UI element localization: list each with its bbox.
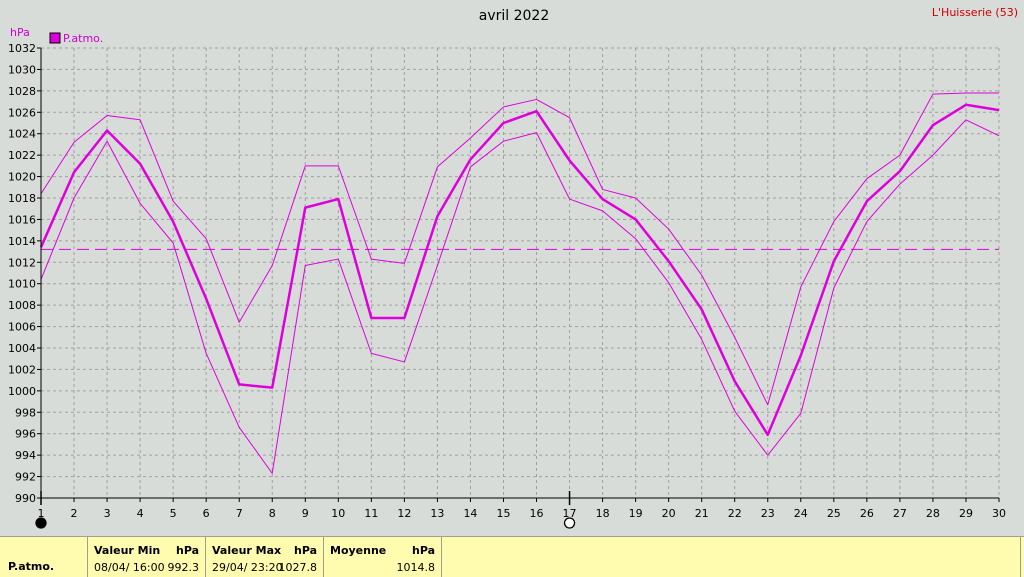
- y-tick-label: 1032: [8, 42, 36, 55]
- y-tick-label: 992: [15, 471, 36, 484]
- avg-unit: hPa: [412, 544, 436, 557]
- y-tick-label: 998: [15, 406, 36, 419]
- y-tick-label: 1024: [8, 128, 36, 141]
- y-tick-label: 1020: [8, 171, 36, 184]
- y-tick-label: 1026: [8, 106, 36, 119]
- x-tick-label: 8: [269, 507, 276, 520]
- y-tick-label: 1004: [8, 342, 36, 355]
- series-line-mean: [39, 103, 1000, 437]
- x-tick-label: 21: [695, 507, 709, 520]
- x-tick-label: 16: [530, 507, 544, 520]
- stats-end-divider: [1020, 537, 1024, 577]
- stats-label-cell: P.atmo.: [0, 537, 88, 577]
- max-date: 29/04/ 23:20: [212, 561, 283, 574]
- stats-row-label: P.atmo.: [8, 560, 55, 573]
- y-tick-label: 994: [15, 449, 36, 462]
- y-tick-label: 1012: [8, 256, 36, 269]
- x-tick-label: 13: [430, 507, 444, 520]
- y-axis-unit: hPa: [10, 26, 30, 39]
- x-axis-ticks: 1 2 3 4 5 6 7 8 9 10 11 12 13 14 15 16 17 18 19 20 21 22 23 24 2…: [38, 498, 1006, 520]
- avg-value: 1014.8: [396, 561, 436, 574]
- full-moon-icon: [563, 517, 576, 529]
- min-date: 08/04/ 16:00: [94, 561, 165, 574]
- y-tick-label: 1008: [8, 299, 36, 312]
- pressure-chart: avril 2022 L'Huisserie (53) hPa P.atmo. …: [8, 6, 1018, 529]
- x-tick-label: 12: [397, 507, 411, 520]
- x-tick-label: 25: [827, 507, 841, 520]
- y-tick-label: 1010: [8, 278, 36, 291]
- x-tick-label: 20: [662, 507, 676, 520]
- stats-avg-cell: Moyenne hPa 1014.8: [324, 537, 442, 577]
- x-tick-label: 18: [596, 507, 610, 520]
- min-header: Valeur Min: [94, 544, 161, 557]
- max-unit: hPa: [294, 544, 318, 557]
- y-tick-label: 996: [15, 428, 36, 441]
- stats-panel: P.atmo. Valeur Min hPa 08/04/ 16:00 992.…: [0, 536, 1024, 577]
- x-tick-label: 10: [331, 507, 345, 520]
- grid: [41, 47, 1000, 498]
- day-markers: [35, 491, 576, 529]
- x-tick-label: 29: [959, 507, 973, 520]
- y-tick-label: 1016: [8, 213, 36, 226]
- min-unit: hPa: [176, 544, 200, 557]
- x-tick-label: 27: [893, 507, 907, 520]
- x-tick-label: 30: [992, 507, 1006, 520]
- x-tick-label: 26: [860, 507, 874, 520]
- plot-area: [41, 48, 999, 498]
- y-tick-label: 1028: [8, 85, 36, 98]
- y-tick-label: 1014: [8, 235, 36, 248]
- x-tick-label: 23: [761, 507, 775, 520]
- y-axis-ticks: 990 992 994 996 998 1000 1002 1004 1006 1008 1010 1…: [8, 42, 41, 505]
- x-tick-label: 11: [364, 507, 378, 520]
- x-tick-label: 3: [104, 507, 111, 520]
- y-tick-label: 1018: [8, 192, 36, 205]
- station-name: L'Huisserie (53): [932, 6, 1018, 19]
- x-tick-label: 2: [71, 507, 78, 520]
- y-tick-label: 1022: [8, 149, 36, 162]
- y-tick-label: 990: [15, 492, 36, 505]
- x-tick-label: 24: [794, 507, 808, 520]
- min-value: 992.3: [167, 561, 200, 574]
- x-tick-label: 7: [236, 507, 243, 520]
- avg-header: Moyenne: [330, 544, 387, 557]
- x-tick-label: 14: [463, 507, 477, 520]
- stats-min-cell: Valeur Min hPa 08/04/ 16:00 992.3: [88, 537, 206, 577]
- legend-swatch: [49, 32, 61, 44]
- x-tick-label: 4: [137, 507, 144, 520]
- new-moon-icon: [35, 517, 47, 529]
- series-group: [39, 92, 1000, 474]
- x-tick-label: 15: [496, 507, 510, 520]
- x-tick-label: 22: [728, 507, 742, 520]
- y-tick-label: 1002: [8, 363, 36, 376]
- legend-label: P.atmo.: [63, 32, 103, 45]
- series-line-max: [40, 92, 999, 406]
- x-tick-label: 17: [563, 507, 577, 520]
- x-tick-label: 1: [38, 507, 45, 520]
- y-tick-label: 1030: [8, 63, 36, 76]
- x-tick-label: 28: [926, 507, 940, 520]
- y-tick-label: 1000: [8, 385, 36, 398]
- stats-max-cell: Valeur Max hPa 29/04/ 23:20 1027.8: [206, 537, 324, 577]
- max-header: Valeur Max: [212, 544, 282, 557]
- y-tick-label: 1006: [8, 321, 36, 334]
- x-tick-label: 5: [170, 507, 177, 520]
- max-value: 1027.8: [278, 561, 318, 574]
- x-tick-label: 9: [302, 507, 309, 520]
- x-tick-label: 6: [203, 507, 210, 520]
- x-tick-label: 19: [629, 507, 643, 520]
- series-line-min: [40, 119, 1000, 474]
- chart-title: avril 2022: [479, 8, 549, 24]
